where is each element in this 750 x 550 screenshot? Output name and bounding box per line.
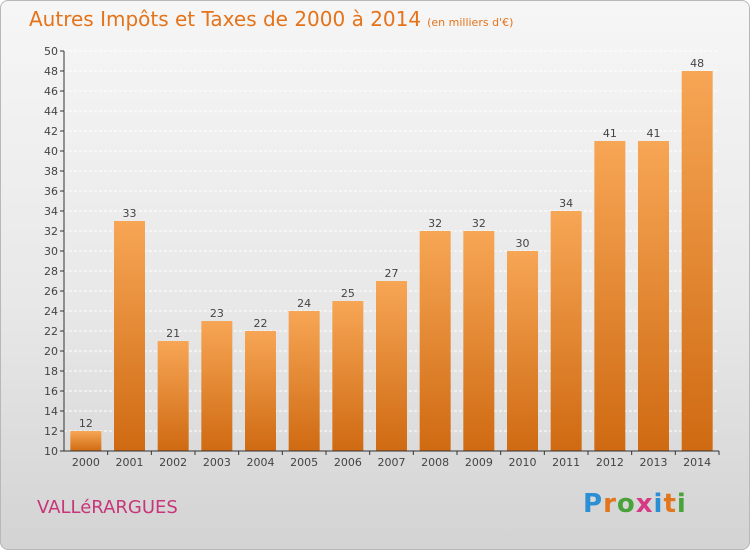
x-tick-label: 2005 xyxy=(290,456,318,469)
x-tick-label: 2007 xyxy=(378,456,406,469)
y-tick-label: 20 xyxy=(44,345,58,358)
y-tick-label: 46 xyxy=(44,85,58,98)
bar xyxy=(507,251,538,451)
bar xyxy=(594,141,626,451)
proxiti-logo: Proxiti xyxy=(583,489,687,519)
x-tick-label: 2002 xyxy=(159,456,187,469)
brand-letter: t xyxy=(663,489,677,519)
x-tick-label: 2010 xyxy=(509,456,537,469)
y-tick-label: 30 xyxy=(44,245,58,258)
data-label: 30 xyxy=(516,237,530,250)
data-label: 27 xyxy=(385,267,399,280)
data-label: 25 xyxy=(341,287,355,300)
bar xyxy=(70,431,102,451)
brand-letter: x xyxy=(635,489,654,519)
chart-title: Autres Impôts et Taxes de 2000 à 2014 (en… xyxy=(29,7,513,31)
bar xyxy=(201,321,233,451)
y-tick-label: 34 xyxy=(44,205,58,218)
data-label: 41 xyxy=(647,127,661,140)
bar xyxy=(114,221,145,451)
y-tick-label: 36 xyxy=(44,185,58,198)
y-tick-label: 24 xyxy=(44,305,58,318)
data-label: 34 xyxy=(559,197,573,210)
data-label: 33 xyxy=(123,207,137,220)
data-label: 21 xyxy=(166,327,180,340)
x-tick-label: 2006 xyxy=(334,456,362,469)
bar xyxy=(419,231,451,451)
y-tick-label: 18 xyxy=(44,365,58,378)
labels: 10 12 14 16 18 20 22 24 26 28 30 32 34 36 38 40 42 44 46 48… xyxy=(44,45,711,469)
y-tick-label: 14 xyxy=(44,405,58,418)
y-tick-label: 44 xyxy=(44,105,58,118)
bar xyxy=(157,341,189,451)
commune-name: VALLéRARGUES xyxy=(37,497,178,518)
y-tick-label: 16 xyxy=(44,385,58,398)
chart-subtitle: (en milliers d'€) xyxy=(427,16,514,29)
x-tick-label: 2009 xyxy=(465,456,493,469)
brand-letter: o xyxy=(616,489,636,519)
x-tick-label: 2014 xyxy=(683,456,711,469)
x-tick-label: 2001 xyxy=(116,456,144,469)
brand-letter: P xyxy=(583,489,604,519)
brand-letter: r xyxy=(603,489,617,519)
data-label: 22 xyxy=(254,317,268,330)
y-tick-label: 48 xyxy=(44,65,58,78)
brand-letter: i xyxy=(653,489,664,519)
x-tick-label: 2003 xyxy=(203,456,231,469)
data-label: 32 xyxy=(472,217,486,230)
y-tick-label: 38 xyxy=(44,165,58,178)
y-tick-label: 22 xyxy=(44,325,58,338)
data-label: 32 xyxy=(428,217,442,230)
x-tick-label: 2012 xyxy=(596,456,624,469)
x-tick-label: 2013 xyxy=(640,456,668,469)
brand-letter: i xyxy=(676,489,687,519)
bar xyxy=(550,211,582,451)
bar xyxy=(245,331,276,451)
bar xyxy=(288,311,320,451)
bars xyxy=(70,71,713,451)
bar xyxy=(463,231,495,451)
x-tick-label: 2004 xyxy=(247,456,275,469)
x-tick-label: 2011 xyxy=(552,456,580,469)
x-tick-label: 2000 xyxy=(72,456,100,469)
y-tick-label: 32 xyxy=(44,225,58,238)
y-tick-label: 50 xyxy=(44,45,58,58)
bar xyxy=(376,281,407,451)
y-tick-label: 28 xyxy=(44,265,58,278)
bar xyxy=(681,71,713,451)
y-tick-label: 40 xyxy=(44,145,58,158)
x-tick-label: 2008 xyxy=(421,456,449,469)
y-tick-label: 12 xyxy=(44,425,58,438)
y-tick-label: 10 xyxy=(44,445,58,458)
data-label: 23 xyxy=(210,307,224,320)
data-label: 41 xyxy=(603,127,617,140)
data-label: 24 xyxy=(297,297,311,310)
bar xyxy=(332,301,364,451)
chart-title-text: Autres Impôts et Taxes de 2000 à 2014 xyxy=(29,7,422,31)
axes xyxy=(60,50,720,455)
data-label: 48 xyxy=(690,57,704,70)
bar xyxy=(638,141,669,451)
y-tick-label: 26 xyxy=(44,285,58,298)
y-tick-label: 42 xyxy=(44,125,58,138)
data-label: 12 xyxy=(79,417,93,430)
